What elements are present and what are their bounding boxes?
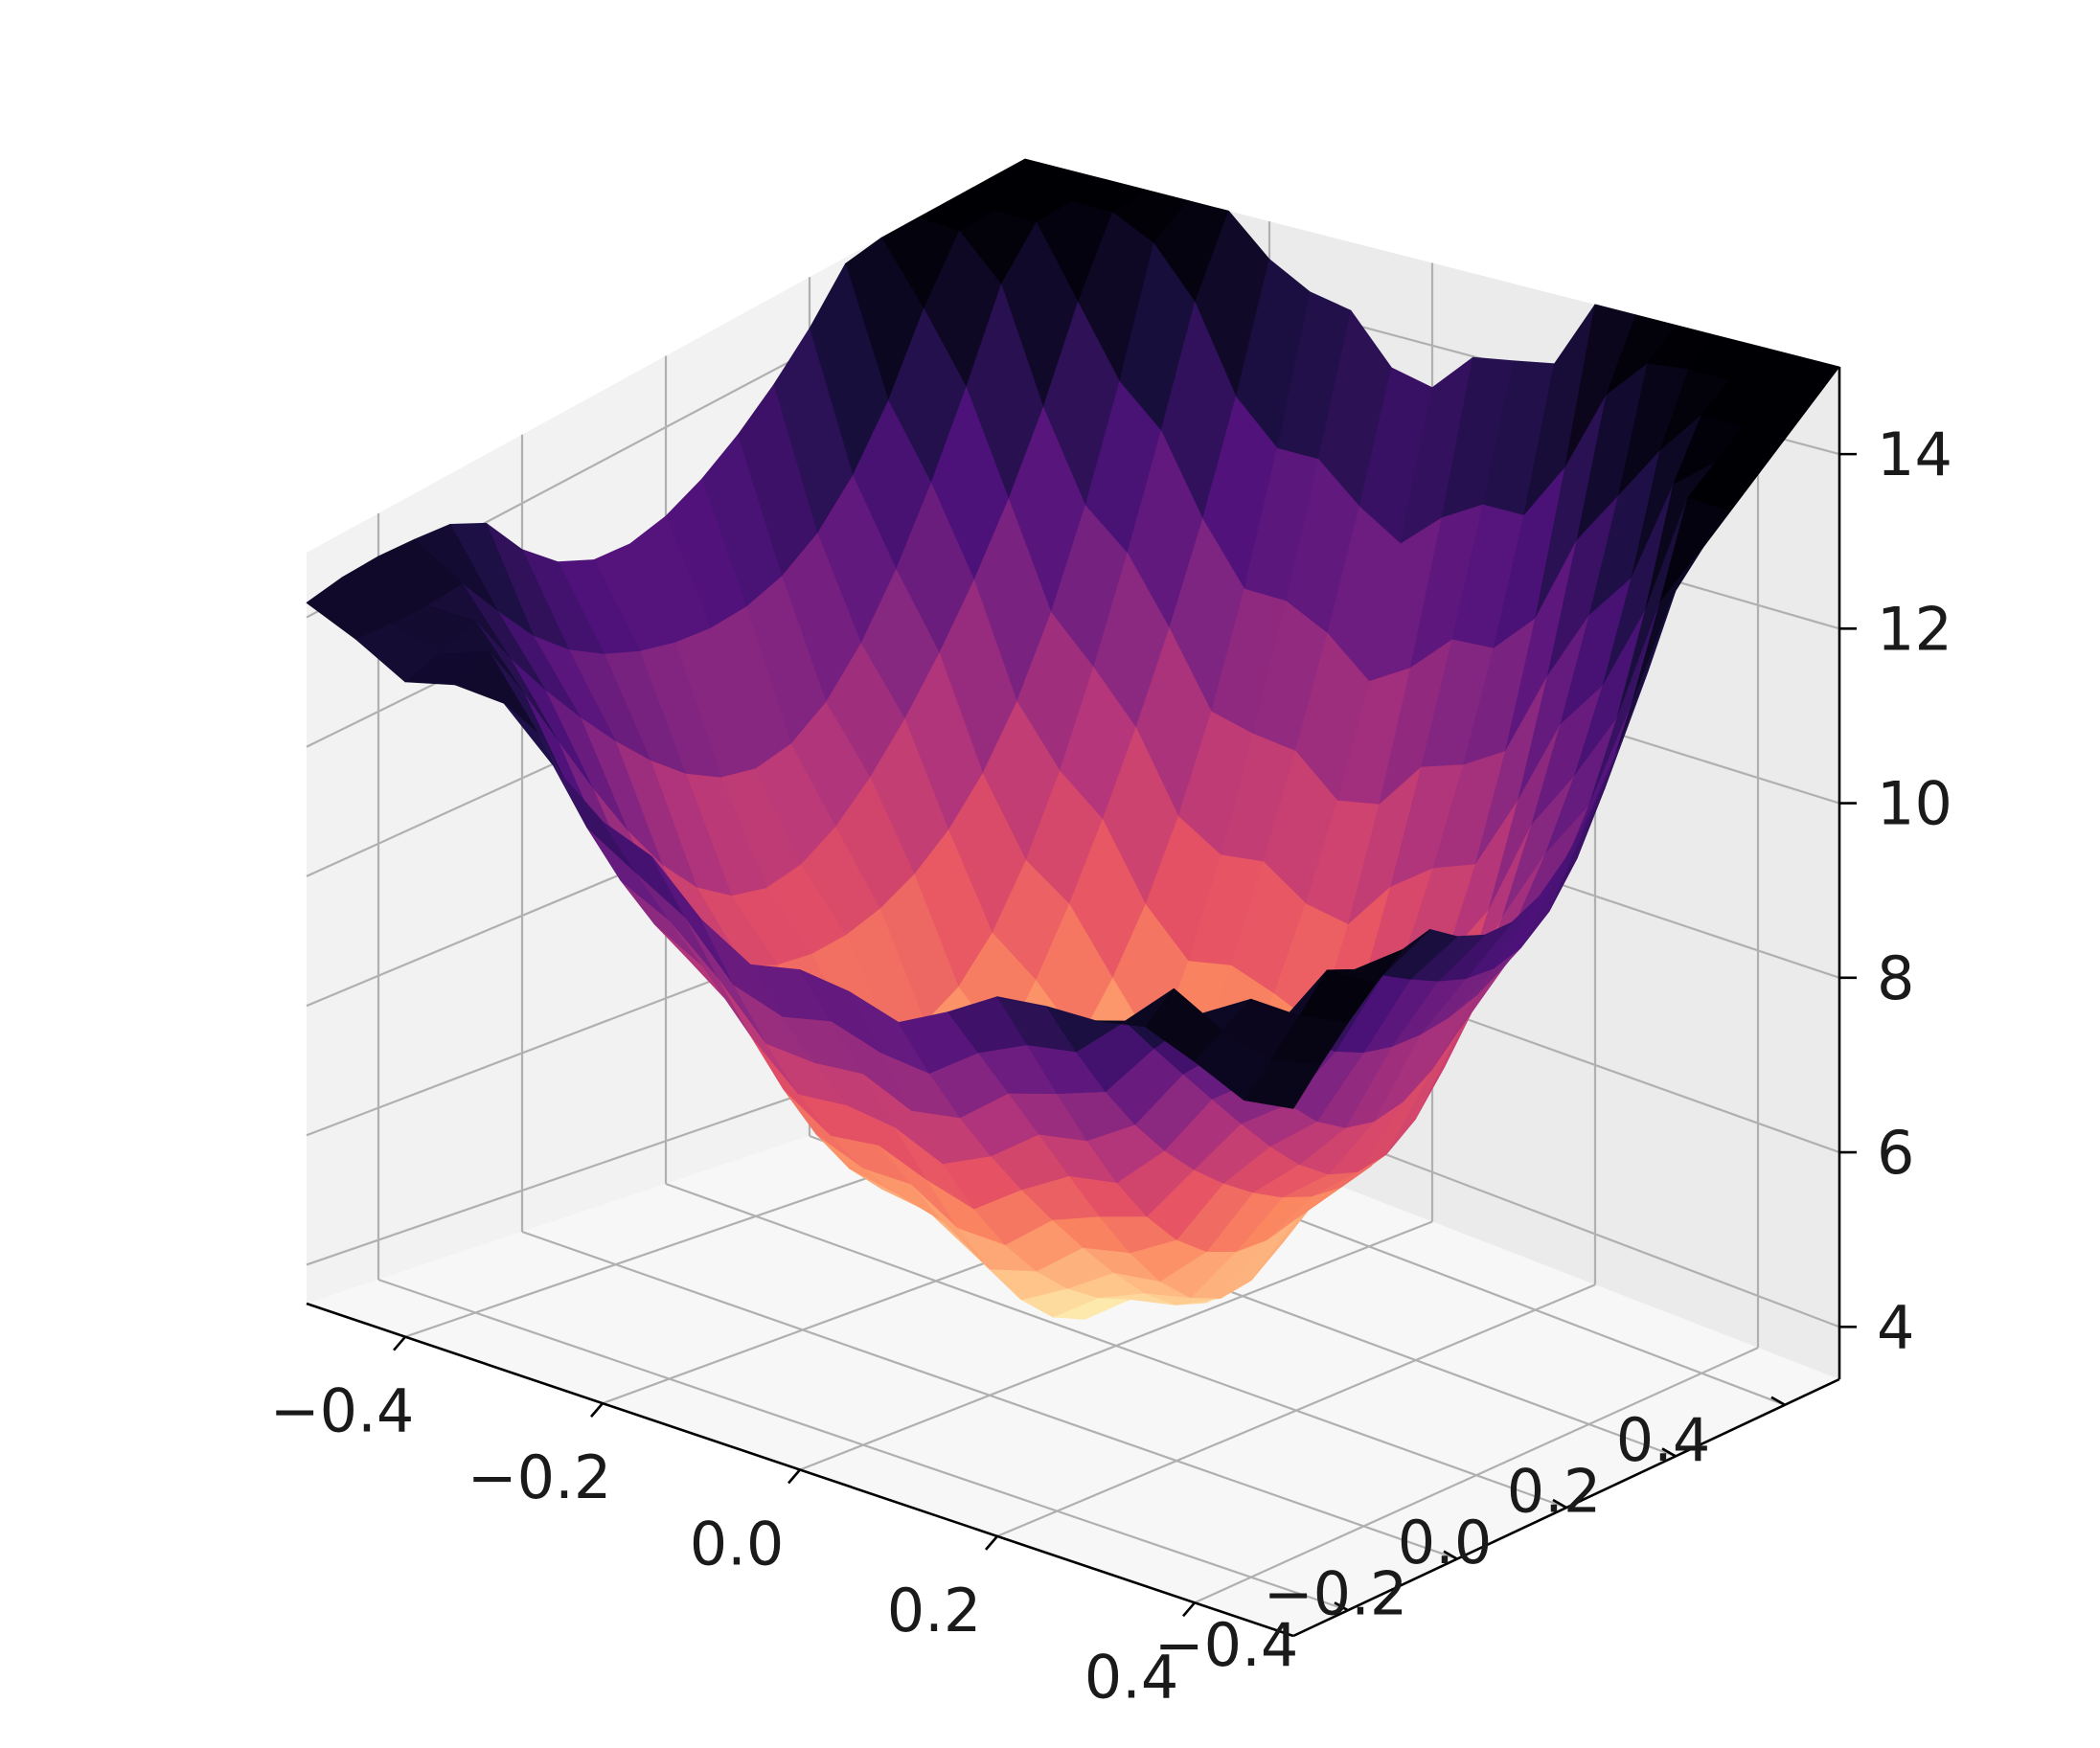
z-axis-ticks: 4 6 8 10 12 14 <box>1839 420 1952 1362</box>
y-axis-ticks: −0.4−0.20.00.20.4 <box>1154 1396 1786 1680</box>
y-tick-mark <box>1443 1550 1458 1560</box>
y-tick-label: 0.2 <box>1507 1456 1602 1526</box>
floor-pane <box>307 1064 1839 1636</box>
floor-gridline <box>665 1182 1567 1510</box>
x-tick-label: 0.0 <box>690 1510 785 1579</box>
floor-gridline <box>521 1230 1458 1560</box>
x-tick-label: 0.4 <box>1084 1642 1179 1712</box>
z-tick-label: 4 <box>1877 1292 1914 1362</box>
surface-cell <box>1244 1059 1321 1109</box>
x-tick-label: −0.4 <box>270 1376 415 1446</box>
floor-gridline <box>377 1278 1349 1612</box>
y-tick-mark <box>1661 1447 1677 1458</box>
y-tick-label: −0.4 <box>1154 1610 1299 1680</box>
axis-ticks: −0.4−0.20.00.20.4 −0.4−0.20.00.20.4 4681… <box>270 420 1952 1712</box>
y-tick-label: 0.0 <box>1398 1508 1493 1578</box>
x-tick-mark <box>985 1535 998 1551</box>
y-tick-mark <box>1770 1396 1786 1406</box>
x-tick-mark <box>788 1468 801 1485</box>
y-tick-label: −0.2 <box>1264 1559 1408 1629</box>
x-tick-mark <box>1182 1601 1196 1618</box>
z-tick-label: 14 <box>1877 420 1952 489</box>
surface-plot <box>306 158 1840 1320</box>
y-tick-label: 0.4 <box>1616 1405 1711 1475</box>
y-tick-mark <box>1334 1601 1349 1612</box>
z-tick-label: 8 <box>1877 943 1914 1013</box>
x-tick-mark <box>590 1402 604 1418</box>
x-tick-label: 0.2 <box>887 1576 982 1646</box>
x-axis-ticks: −0.4 −0.2 0.0 0.2 0.4 <box>270 1335 1196 1712</box>
z-tick-label: 6 <box>1877 1118 1914 1188</box>
y-tick-mark <box>1552 1498 1567 1510</box>
z-tick-label: 10 <box>1877 769 1952 839</box>
x-tick-label: −0.2 <box>468 1442 612 1512</box>
z-tick-label: 12 <box>1877 594 1952 664</box>
x-tick-mark <box>393 1335 406 1351</box>
